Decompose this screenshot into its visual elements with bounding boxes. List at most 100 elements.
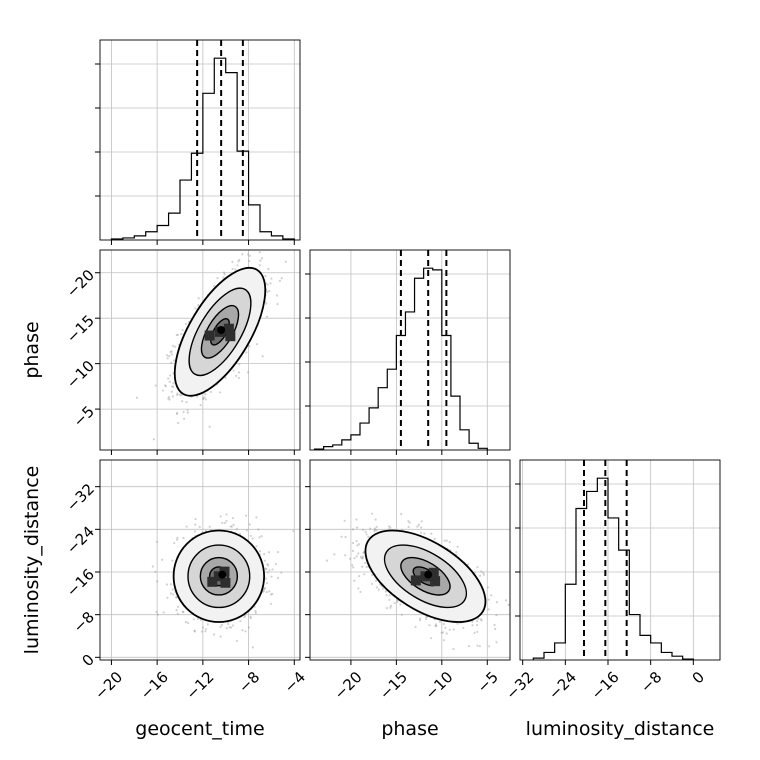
scatter-point	[373, 530, 376, 533]
scatter-point	[249, 534, 252, 538]
scatter-point	[166, 596, 169, 599]
scatter-point	[183, 417, 186, 420]
scatter-point	[259, 259, 262, 262]
scatter-point	[278, 279, 282, 282]
scatter-point	[357, 543, 361, 546]
scatter-point	[161, 558, 164, 561]
scatter-point	[445, 632, 448, 635]
scatter-point	[258, 550, 262, 553]
scatter-point	[245, 529, 248, 532]
scatter-point	[265, 315, 269, 318]
scatter-point	[373, 528, 377, 531]
marginal-panel-luminosity-distance: −32 −24 −16 −8 0	[502, 459, 721, 703]
scatter-point	[265, 591, 268, 594]
x-tick-label: −15	[376, 668, 411, 703]
scatter-point	[456, 545, 459, 548]
scatter-point	[165, 583, 169, 586]
scatter-point	[276, 302, 279, 306]
scatter-point	[206, 623, 209, 626]
scatter-point	[425, 615, 428, 619]
scatter-point	[224, 376, 227, 379]
y-tick-label: −24	[63, 523, 98, 558]
scatter-point	[340, 535, 343, 538]
scatter-point	[170, 350, 173, 353]
scatter-point	[227, 623, 230, 626]
scatter-point	[193, 530, 196, 533]
scatter-point	[257, 528, 260, 531]
scatter-point	[270, 575, 273, 578]
scatter-point	[169, 351, 172, 354]
scatter-point	[248, 523, 251, 526]
scatter-point	[351, 541, 355, 545]
scatter-point	[352, 566, 355, 569]
density-bin	[204, 330, 215, 341]
x-tick-label: −8	[637, 668, 665, 696]
scatter-point	[156, 613, 160, 616]
scatter-point	[237, 371, 241, 374]
scatter-point	[230, 525, 233, 528]
density-bin	[410, 575, 421, 586]
scatter-point	[343, 519, 346, 522]
scatter-point	[241, 253, 244, 256]
scatter-point	[171, 559, 174, 562]
scatter-point	[420, 520, 423, 523]
scatter-point	[266, 582, 269, 585]
scatter-point	[202, 397, 205, 400]
scatter-point	[276, 576, 280, 580]
scatter-point	[375, 525, 378, 529]
scatter-point	[367, 535, 370, 538]
scatter-point	[263, 246, 265, 248]
scatter-point	[248, 345, 251, 348]
scatter-point	[266, 283, 269, 286]
scatter-point	[182, 536, 185, 540]
scatter-point	[396, 600, 399, 603]
scatter-point	[155, 610, 158, 613]
x-tick-label: −4	[281, 668, 309, 696]
scatter-point	[325, 559, 329, 562]
scatter-point	[356, 544, 359, 547]
scatter-point	[254, 611, 257, 614]
scatter-point	[222, 276, 225, 279]
scatter-point	[355, 526, 359, 529]
scatter-point	[174, 345, 177, 348]
histogram-step	[110, 57, 295, 240]
scatter-point	[213, 285, 216, 288]
scatter-point	[448, 628, 451, 631]
panel-frame	[99, 39, 301, 241]
scatter-point	[400, 512, 403, 516]
scatter-point	[433, 537, 436, 541]
scatter-point	[375, 529, 378, 532]
scatter-point	[399, 603, 402, 606]
scatter-point	[355, 555, 358, 558]
density-bin	[220, 577, 231, 588]
scatter-point	[493, 623, 496, 626]
scatter-point	[228, 626, 231, 629]
scatter-point	[263, 559, 266, 562]
scatter-point	[194, 518, 197, 521]
scatter-point	[248, 254, 252, 258]
joint-panel-phase-luminosity-distance: −20 −15 −10 −5	[305, 459, 511, 703]
scatter-point	[473, 631, 476, 634]
scatter-point	[407, 520, 410, 523]
scatter-point	[362, 528, 365, 531]
scatter-point	[199, 404, 202, 407]
scatter-point	[247, 253, 250, 256]
scatter-point	[184, 322, 188, 325]
scatter-point	[482, 571, 485, 574]
scatter-point	[237, 376, 240, 380]
scatter-point	[135, 396, 139, 399]
scatter-point	[400, 613, 403, 616]
scatter-point	[176, 333, 179, 337]
scatter-point	[175, 393, 179, 396]
scatter-point	[238, 532, 242, 535]
scatter-point	[359, 590, 362, 593]
scatter-point	[357, 552, 360, 555]
scatter-point	[418, 619, 422, 622]
scatter-point	[169, 374, 172, 377]
scatter-point	[374, 518, 377, 521]
scatter-point	[264, 274, 267, 278]
scatter-point	[223, 521, 226, 525]
scatter-point	[495, 601, 499, 604]
scatter-point	[219, 391, 222, 394]
scatter-point	[271, 592, 274, 595]
